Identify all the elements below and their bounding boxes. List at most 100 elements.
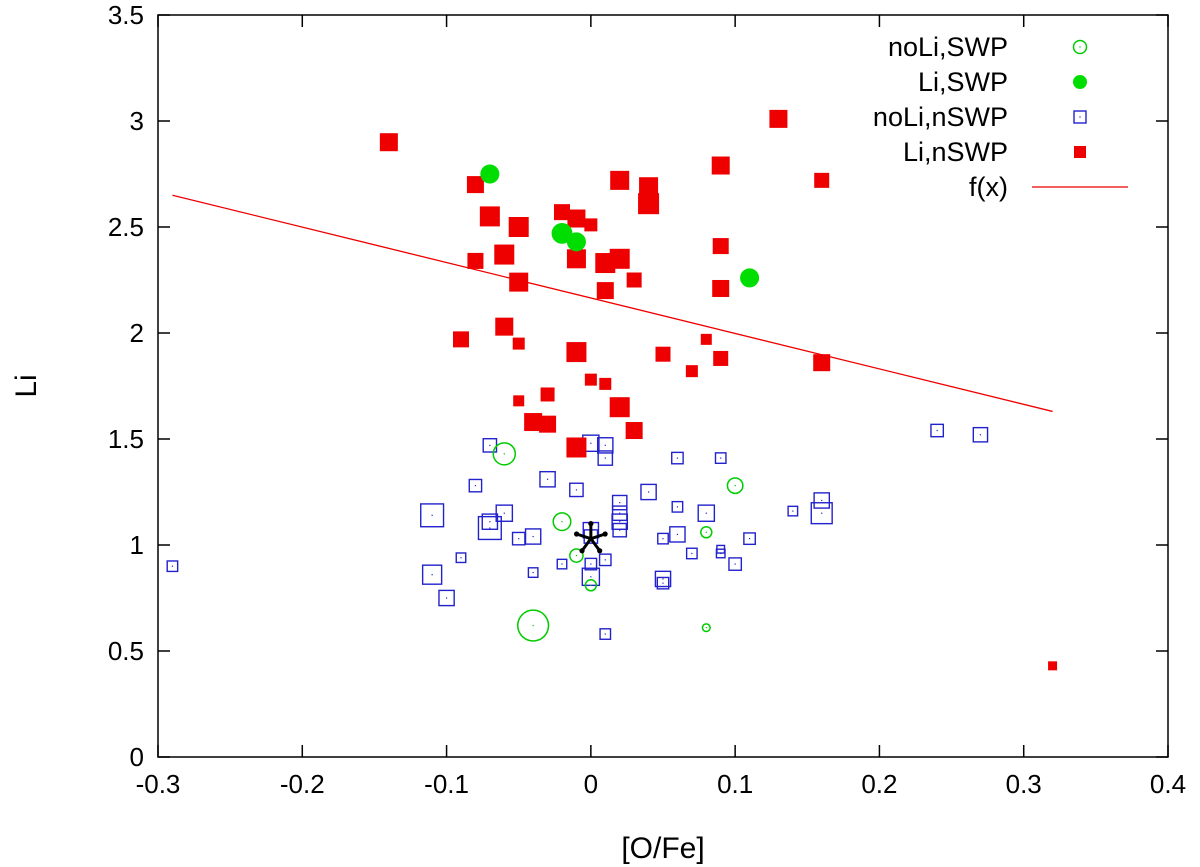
data-point bbox=[566, 342, 587, 363]
data-point-center bbox=[171, 565, 174, 567]
fit-line bbox=[172, 194, 1053, 413]
data-point bbox=[597, 450, 614, 466]
y-tick-label: 3 bbox=[130, 106, 144, 136]
data-point-center bbox=[445, 597, 448, 599]
y-tick-label: 2.5 bbox=[108, 212, 144, 242]
sun-symbol-tip bbox=[602, 531, 608, 537]
x-tick-label: -0.3 bbox=[136, 769, 181, 799]
data-point bbox=[480, 164, 500, 184]
data-point-center bbox=[575, 489, 578, 491]
legend-item: Li,nSWP bbox=[903, 137, 1086, 167]
data-point bbox=[512, 337, 525, 350]
legend-label: noLi,nSWP bbox=[873, 102, 1008, 132]
data-point-center bbox=[619, 512, 621, 514]
data-point bbox=[492, 442, 517, 466]
data-point bbox=[626, 272, 642, 288]
data-point-center bbox=[705, 626, 707, 629]
legend-item: noLi,nSWP bbox=[873, 102, 1087, 132]
axes: -0.3 -0.2 -0.1 0 0.1 0.2 0.3 0.4 0 0.5 1 1.5 2 2.5 3 3.… bbox=[10, 0, 1186, 865]
legend-item: f(x) bbox=[969, 172, 1128, 202]
x-axis-label: [O/Fe] bbox=[621, 832, 704, 865]
data-point bbox=[569, 548, 584, 563]
data-point-center bbox=[604, 559, 606, 561]
y-tick-label: 1 bbox=[130, 530, 144, 560]
data-point bbox=[612, 522, 628, 538]
y-tick-label: 3.5 bbox=[108, 0, 144, 30]
data-point bbox=[711, 156, 730, 175]
legend-label: noLi,SWP bbox=[888, 32, 1008, 62]
sun-symbol-tip bbox=[588, 521, 594, 527]
data-point bbox=[654, 570, 672, 588]
data-point bbox=[524, 528, 542, 545]
data-point bbox=[640, 483, 657, 501]
data-point-center bbox=[691, 552, 693, 555]
data-point bbox=[930, 423, 945, 438]
series-noli-swp bbox=[492, 442, 744, 642]
data-point bbox=[701, 623, 711, 633]
data-point bbox=[567, 209, 586, 228]
data-point-center bbox=[604, 444, 606, 446]
data-point bbox=[1048, 661, 1058, 671]
data-point bbox=[610, 170, 630, 190]
data-point-center bbox=[532, 535, 534, 538]
data-point bbox=[566, 249, 586, 269]
data-point-center bbox=[821, 499, 823, 502]
data-point-center bbox=[619, 502, 621, 504]
data-point bbox=[712, 238, 729, 255]
series-noli-nswp bbox=[166, 423, 989, 640]
data-point bbox=[712, 279, 730, 297]
data-point bbox=[166, 560, 179, 573]
data-point bbox=[656, 576, 670, 590]
data-point bbox=[713, 350, 729, 366]
data-point bbox=[671, 451, 684, 465]
data-point-center bbox=[590, 576, 592, 578]
data-point bbox=[685, 365, 698, 378]
data-point bbox=[566, 437, 587, 458]
data-point bbox=[611, 505, 628, 522]
data-point bbox=[700, 333, 712, 345]
data-point bbox=[584, 557, 598, 571]
data-point-center bbox=[604, 633, 606, 635]
data-point-center bbox=[503, 453, 505, 455]
x-tick-label: 0.2 bbox=[861, 769, 897, 799]
data-point bbox=[655, 346, 671, 362]
data-point bbox=[598, 553, 612, 567]
legend-label: f(x) bbox=[969, 172, 1008, 202]
data-point-center bbox=[489, 527, 491, 529]
legend-item: noLi,SWP bbox=[888, 32, 1088, 62]
data-point bbox=[787, 505, 799, 517]
data-point bbox=[379, 133, 398, 152]
data-point-center bbox=[705, 512, 707, 514]
data-point bbox=[813, 354, 831, 372]
data-point-center bbox=[561, 563, 563, 565]
data-point-center bbox=[662, 582, 664, 584]
data-point bbox=[697, 504, 716, 522]
data-point bbox=[609, 397, 630, 418]
data-point bbox=[539, 470, 556, 488]
data-point bbox=[625, 422, 643, 440]
data-point bbox=[566, 232, 586, 252]
data-point-center bbox=[619, 521, 621, 523]
data-point bbox=[554, 204, 570, 221]
data-point-center bbox=[705, 531, 707, 533]
legend: noLi,SWP Li,SWP noLi,nSWP Li,nSWP f(x) bbox=[873, 32, 1128, 202]
sun-symbol-tip bbox=[597, 548, 603, 554]
sun-symbol-tip bbox=[579, 548, 585, 554]
data-point-center bbox=[979, 434, 982, 436]
data-point bbox=[551, 222, 573, 244]
data-point-center bbox=[590, 584, 592, 586]
data-point-center bbox=[474, 485, 477, 487]
y-axis-label: Li bbox=[10, 374, 43, 397]
data-point-center bbox=[676, 506, 679, 508]
data-point bbox=[477, 515, 502, 541]
data-point bbox=[569, 482, 584, 498]
data-point-center bbox=[532, 624, 534, 627]
data-point bbox=[467, 252, 484, 269]
data-point bbox=[539, 415, 557, 433]
data-point-center bbox=[590, 563, 592, 565]
data-point bbox=[552, 512, 572, 532]
data-point bbox=[540, 387, 555, 402]
data-point bbox=[743, 532, 756, 546]
legend-item: Li,SWP bbox=[918, 67, 1087, 97]
data-point bbox=[609, 248, 630, 269]
